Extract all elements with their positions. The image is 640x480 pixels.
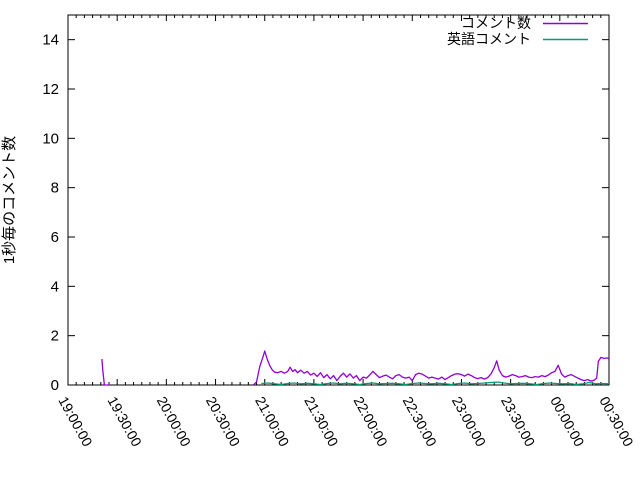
x-axis-ticks — [67, 15, 610, 385]
series-line-english-comments — [261, 381, 610, 386]
plot-border — [67, 14, 610, 386]
series-line-comments — [101, 359, 110, 386]
x-tick-label: 19:00:00 — [55, 394, 96, 450]
x-tick-label: 23:00:00 — [449, 394, 490, 450]
y-tick-label: 0 — [51, 377, 59, 394]
y-tick-label: 10 — [42, 130, 59, 147]
x-tick-label: 22:30:00 — [400, 394, 441, 450]
x-axis-tick-labels: 19:00:00 19:30:00 20:00:00 20:30:00 21:00:00… — [55, 394, 637, 450]
y-tick-label: 12 — [42, 81, 59, 98]
x-tick-label: 20:30:00 — [203, 394, 244, 450]
y-tick-label: 6 — [51, 229, 59, 246]
y-tick-label: 4 — [51, 278, 59, 295]
series-line-comments — [252, 350, 610, 386]
x-tick-label: 21:30:00 — [301, 394, 342, 450]
y-tick-label: 8 — [51, 180, 59, 197]
x-tick-label: 00:30:00 — [596, 394, 637, 450]
legend: コメント数 英語コメント — [447, 15, 588, 47]
y-tick-label: 14 — [42, 32, 59, 49]
plot-series — [101, 350, 610, 386]
y-axis-title: 1秒毎のコメント数 — [1, 136, 18, 264]
x-tick-label: 23:30:00 — [498, 394, 539, 450]
legend-label-english-comments: 英語コメント — [447, 31, 531, 47]
x-tick-label: 00:00:00 — [547, 394, 588, 450]
x-tick-label: 21:00:00 — [252, 394, 293, 450]
x-tick-label: 20:00:00 — [154, 394, 195, 450]
legend-label-comments: コメント数 — [461, 15, 531, 31]
y-axis-tick-labels: 0 2 4 6 8 10 12 14 — [42, 32, 59, 394]
x-tick-label: 19:30:00 — [105, 394, 146, 450]
y-axis-ticks — [68, 39, 609, 386]
y-tick-label: 2 — [51, 328, 59, 345]
x-tick-label: 22:00:00 — [350, 394, 391, 450]
